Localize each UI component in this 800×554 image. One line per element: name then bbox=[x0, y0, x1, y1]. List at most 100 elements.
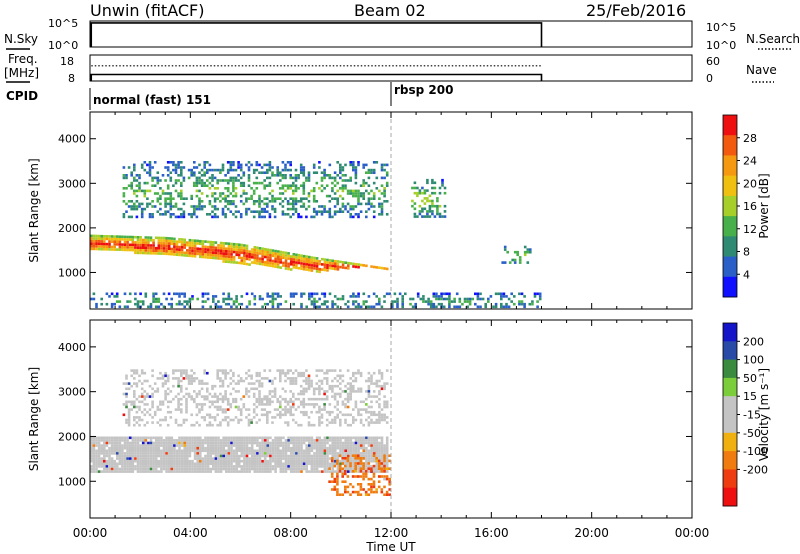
velocity-panel-cell bbox=[173, 439, 176, 442]
velocity-panel-cell bbox=[375, 439, 379, 442]
velocity-panel-cell bbox=[204, 439, 207, 442]
power-panel-cell bbox=[279, 250, 283, 254]
velocity-panel-cell bbox=[133, 405, 136, 409]
velocity-panel-cell bbox=[140, 387, 144, 391]
velocity-panel-cell bbox=[225, 444, 228, 447]
velocity-panel-cell bbox=[297, 436, 301, 440]
velocity-panel-cell bbox=[326, 457, 329, 460]
velocity-panel-cell bbox=[136, 446, 140, 450]
velocity-panel-cell bbox=[302, 400, 306, 404]
velocity-panel-cell bbox=[125, 392, 128, 396]
velocity-panel-cell bbox=[312, 392, 316, 396]
velocity-panel-cell bbox=[305, 390, 308, 393]
power-panel-cell bbox=[331, 176, 334, 180]
velocity-panel-cell bbox=[385, 452, 389, 455]
power-panel-cell bbox=[520, 302, 524, 306]
power-panel-cell bbox=[177, 215, 180, 219]
velocity-panel-cell bbox=[239, 410, 243, 414]
power-panel-cell bbox=[318, 205, 321, 208]
velocity-panel-cell bbox=[208, 421, 212, 424]
power-panel-cell bbox=[201, 247, 205, 251]
velocity-panel-cell bbox=[383, 459, 386, 463]
velocity-panel-cell bbox=[161, 418, 165, 422]
velocity-panel-cell bbox=[289, 369, 292, 372]
power-panel-cell bbox=[182, 210, 186, 213]
velocity-panel-cell bbox=[359, 374, 363, 378]
power-panel-cell bbox=[300, 267, 303, 270]
velocity-panel-cell bbox=[154, 436, 158, 440]
velocity-panel-cell bbox=[204, 449, 207, 453]
power-panel-cell bbox=[100, 237, 103, 241]
power-panel-cell bbox=[161, 174, 165, 177]
power-panel-cell bbox=[336, 174, 339, 177]
power-panel-cell bbox=[183, 251, 186, 255]
power-panel-cell bbox=[243, 259, 246, 263]
power-panel-cell bbox=[160, 244, 163, 248]
velocity-panel-cell bbox=[118, 449, 122, 453]
power-panel-cell bbox=[258, 163, 261, 167]
power-panel-cell bbox=[271, 174, 274, 177]
velocity-panel-cell bbox=[263, 449, 267, 453]
velocity-panel-cell bbox=[310, 397, 313, 401]
velocity-panel-cell bbox=[199, 465, 202, 468]
velocity-panel-cell bbox=[318, 369, 321, 372]
velocity-panel-cell bbox=[258, 462, 262, 466]
velocity-panel-cell bbox=[201, 441, 205, 445]
power-panel-cell bbox=[438, 186, 442, 190]
velocity-panel-cell bbox=[346, 369, 350, 372]
velocity-panel-cell bbox=[237, 421, 240, 424]
velocity-panel-cell bbox=[253, 470, 257, 473]
velocity-panel-cell bbox=[357, 410, 360, 414]
velocity-panel-cell bbox=[198, 392, 201, 396]
power-panel-cell bbox=[453, 297, 456, 301]
power-panel-cell bbox=[225, 247, 228, 250]
velocity-panel-cell bbox=[310, 436, 314, 440]
power-panel-cell bbox=[243, 262, 246, 265]
velocity-panel-cell bbox=[100, 462, 103, 466]
velocity-panel-cell bbox=[308, 449, 311, 453]
power-panel-cell bbox=[148, 213, 152, 216]
power-panel-cell bbox=[258, 260, 262, 263]
velocity-panel-cell bbox=[256, 444, 259, 447]
power-panel-cell bbox=[274, 265, 277, 268]
power-panel-cell bbox=[274, 297, 277, 301]
power-panel-cell bbox=[174, 171, 178, 174]
power-panel-cell bbox=[214, 251, 218, 255]
velocity-panel-cell bbox=[377, 475, 381, 478]
velocity-panel-cell bbox=[302, 454, 306, 458]
power-panel-cell bbox=[441, 184, 444, 187]
power-panel-cell bbox=[108, 245, 111, 249]
velocity-panel-cell bbox=[157, 452, 161, 455]
power-panel-cell bbox=[284, 267, 288, 270]
velocity-panel-cell bbox=[153, 413, 157, 417]
power-panel-cell bbox=[135, 184, 139, 187]
velocity-panel-cell bbox=[138, 418, 141, 422]
velocity-panel-cell bbox=[138, 400, 141, 404]
velocity-panel-cell bbox=[344, 490, 347, 494]
velocity-panel-cell bbox=[349, 464, 352, 468]
velocity-panel-cell bbox=[346, 392, 350, 396]
velocity-panel-cell bbox=[166, 400, 170, 404]
velocity-panel-cell bbox=[261, 452, 264, 455]
velocity-panel-cell bbox=[300, 457, 303, 460]
power-panel-cell bbox=[217, 305, 220, 309]
power-panel-cell bbox=[239, 168, 243, 172]
velocity-panel-cell bbox=[339, 444, 342, 447]
power-panel-cell bbox=[208, 176, 212, 180]
velocity-panel-cell bbox=[138, 379, 141, 383]
velocity-panel-cell bbox=[370, 467, 373, 470]
velocity-panel-cell bbox=[266, 400, 269, 404]
power-panel-cell bbox=[274, 249, 277, 253]
velocity-panel-cell bbox=[154, 452, 158, 455]
velocity-panel-cell bbox=[224, 369, 227, 372]
power-panel-cell bbox=[308, 261, 311, 264]
power-panel-cell bbox=[413, 191, 417, 195]
power-panel-cell bbox=[232, 261, 236, 264]
velocity-panel-cell bbox=[235, 467, 238, 471]
velocity-panel-cell bbox=[302, 392, 306, 396]
velocity-panel-cell bbox=[216, 405, 219, 409]
power-panel-cell bbox=[108, 240, 111, 243]
velocity-panel-cell bbox=[161, 382, 165, 385]
velocity-panel-cell bbox=[378, 392, 381, 396]
